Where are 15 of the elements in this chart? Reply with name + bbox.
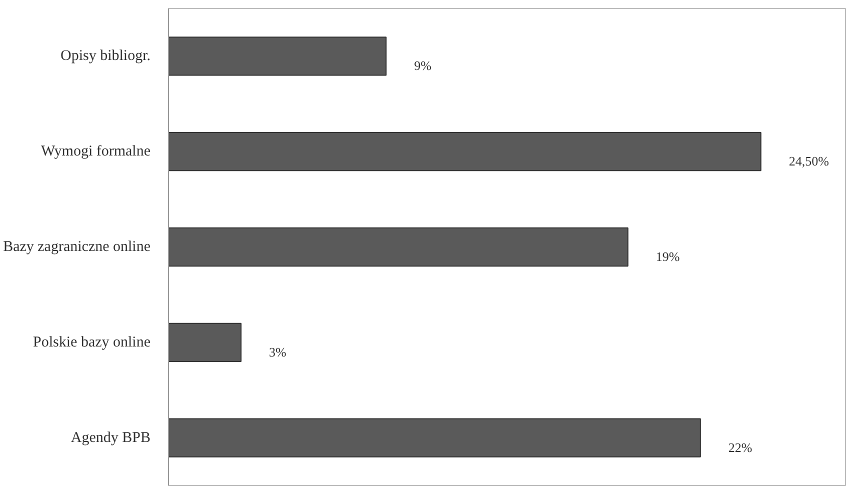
data-label: 3% bbox=[269, 344, 287, 360]
data-label: 19% bbox=[656, 249, 680, 264]
bar bbox=[168, 322, 242, 362]
bar bbox=[168, 418, 701, 458]
bar bbox=[168, 227, 628, 267]
data-label: 24,50% bbox=[788, 154, 830, 169]
y-tick-label: Wymogi formalne bbox=[41, 144, 151, 160]
bar bbox=[168, 36, 387, 76]
y-tick-label: Polskie bazy online bbox=[33, 334, 151, 350]
data-label: 22% bbox=[728, 440, 752, 455]
y-tick-label: Agendy BPB bbox=[70, 430, 150, 446]
y-tick-label: Opisy bibliogr. bbox=[60, 48, 151, 64]
y-tick-label: Bazy zagraniczne online bbox=[3, 239, 151, 255]
data-label: 9% bbox=[414, 58, 432, 74]
bar bbox=[168, 132, 762, 172]
